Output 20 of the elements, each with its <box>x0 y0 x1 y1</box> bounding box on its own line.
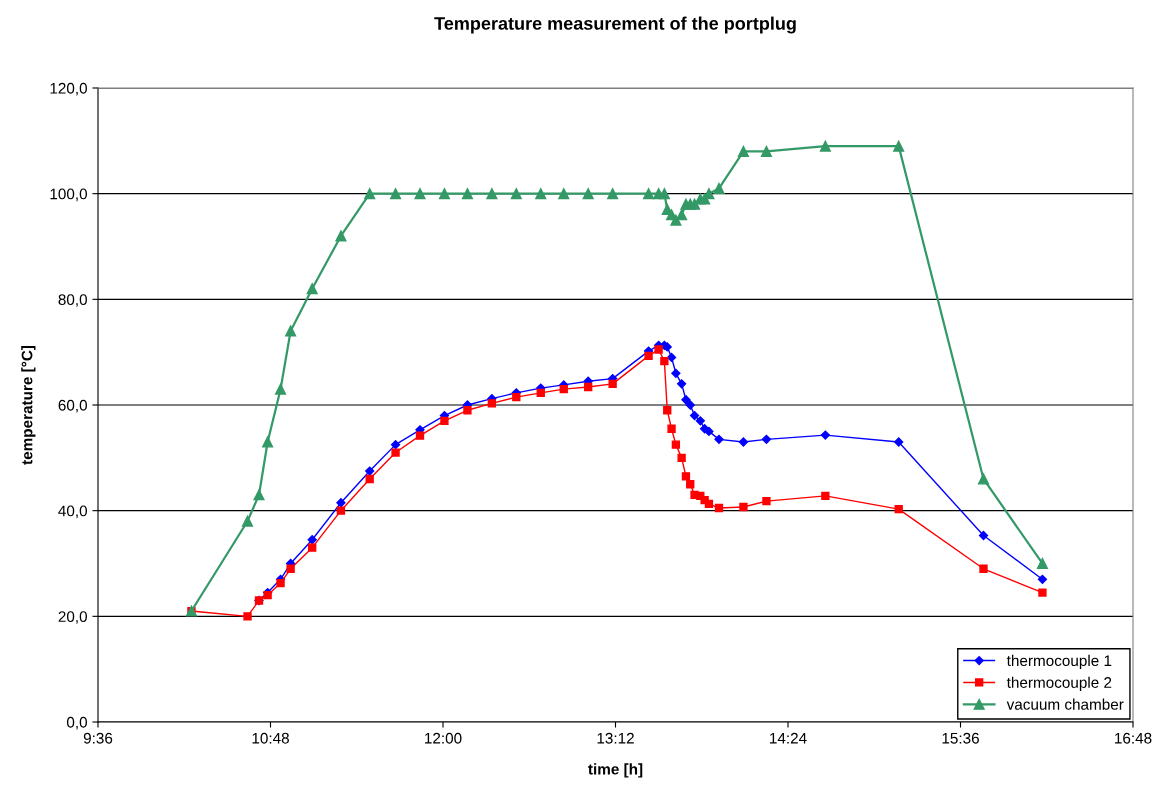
y-axis-title: temperature [°C] <box>21 345 36 465</box>
x-tick-label: 13:12 <box>597 732 634 744</box>
y-tick-label: 0,0 <box>66 716 87 730</box>
y-tick-label: 60,0 <box>58 399 87 413</box>
legend-label: thermocouple 2 <box>1006 676 1112 691</box>
x-tick-label: 10:48 <box>252 732 289 744</box>
y-tick-label: 20,0 <box>58 611 87 624</box>
legend-label: vacuum chamber <box>1006 698 1124 710</box>
x-tick-label: 16:48 <box>1115 732 1152 744</box>
y-tick-label: 40,0 <box>58 505 87 519</box>
y-tick-label: 80,0 <box>58 294 87 307</box>
legend-label: thermocouple 1 <box>1006 654 1112 670</box>
y-tick-label: 100,0 <box>50 188 87 202</box>
x-tick-label: 15:36 <box>942 732 979 744</box>
x-axis-title: time [h] <box>588 763 643 778</box>
x-tick-label: 9:36 <box>83 732 113 744</box>
y-tick-label: 120,0 <box>50 82 87 96</box>
x-tick-label: 14:24 <box>770 732 807 744</box>
x-tick-label: 12:00 <box>425 732 462 744</box>
chart-title: Temperature measurement of the portplug <box>434 16 796 34</box>
